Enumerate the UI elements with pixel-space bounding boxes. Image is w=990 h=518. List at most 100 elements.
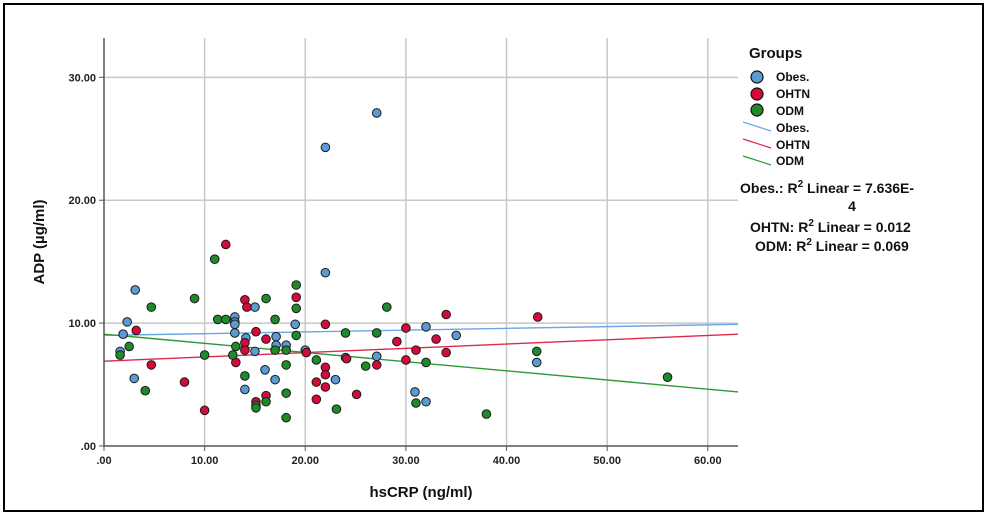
r2-obes-suffix: Linear = 7.636E- bbox=[803, 180, 914, 196]
r2-odm: ODM: R2 Linear = 0.069 bbox=[755, 237, 909, 254]
point-ohtn bbox=[431, 334, 441, 344]
point-obes bbox=[371, 351, 382, 362]
legend-line-obes bbox=[742, 121, 772, 132]
point-ohtn bbox=[441, 309, 451, 320]
point-odm bbox=[251, 403, 261, 413]
point-ohtn bbox=[351, 389, 362, 400]
y-axis-label: ADP (µg/ml) bbox=[31, 199, 48, 284]
point-odm bbox=[421, 357, 431, 368]
point-ohtn bbox=[532, 312, 543, 322]
point-odm bbox=[228, 350, 238, 360]
point-obes bbox=[270, 374, 280, 385]
point-odm bbox=[291, 303, 302, 314]
point-odm bbox=[340, 328, 351, 338]
fit-line-odm bbox=[103, 333, 739, 393]
point-obes bbox=[290, 319, 301, 330]
point-ohtn bbox=[371, 360, 382, 370]
point-obes bbox=[260, 365, 270, 375]
point-odm bbox=[662, 372, 673, 382]
x-tick-label: .00 bbox=[96, 455, 111, 467]
point-odm bbox=[481, 409, 492, 419]
point-obes bbox=[330, 374, 341, 385]
r2-ohtn-suffix: Linear = 0.012 bbox=[814, 219, 911, 235]
r2-ohtn: OHTN: R2 Linear = 0.012 bbox=[750, 218, 911, 235]
point-ohtn bbox=[242, 302, 252, 312]
point-obes bbox=[320, 142, 331, 153]
point-ohtn bbox=[392, 336, 402, 347]
legend-line-odm bbox=[742, 155, 772, 166]
point-ohtn bbox=[320, 382, 331, 392]
point-odm bbox=[281, 345, 291, 355]
point-obes bbox=[240, 384, 250, 395]
point-obes bbox=[230, 319, 240, 330]
y-tick-label: .00 bbox=[81, 441, 96, 453]
point-obes bbox=[130, 285, 140, 295]
point-ohtn bbox=[251, 326, 261, 337]
legend-line-label-odm: ODM bbox=[776, 154, 804, 168]
fit-lines bbox=[103, 323, 739, 393]
point-ohtn bbox=[131, 325, 142, 336]
legend-label-ohtn: OHTN bbox=[776, 87, 810, 101]
point-ohtn bbox=[311, 377, 322, 387]
r2-odm-prefix: ODM: R bbox=[755, 238, 806, 254]
legend-line-ohtn bbox=[742, 138, 772, 149]
point-odm bbox=[270, 345, 280, 355]
point-ohtn bbox=[441, 347, 451, 358]
point-obes bbox=[410, 387, 420, 397]
point-odm bbox=[281, 360, 291, 370]
point-odm bbox=[270, 314, 280, 325]
point-odm bbox=[291, 330, 302, 341]
r2-obes-prefix: Obes.: R bbox=[740, 180, 798, 196]
point-ohtn bbox=[146, 360, 157, 370]
point-odm bbox=[281, 388, 291, 398]
point-odm bbox=[381, 302, 392, 312]
r2-ohtn-prefix: OHTN: R bbox=[750, 219, 808, 235]
point-odm bbox=[189, 293, 200, 304]
point-ohtn bbox=[401, 323, 411, 333]
x-tick-label: 20.00 bbox=[292, 455, 320, 467]
point-odm bbox=[261, 293, 271, 304]
point-odm bbox=[199, 350, 210, 360]
point-odm bbox=[212, 314, 223, 325]
r2-annotations: Obes.: R2 Linear = 7.636E- 4 OHTN: R2 Li… bbox=[740, 179, 914, 254]
r2-obes-sup: 2 bbox=[798, 179, 804, 190]
legend-line-label-obes: Obes. bbox=[776, 121, 809, 135]
point-odm bbox=[371, 328, 382, 338]
point-obes bbox=[451, 330, 462, 341]
point-odm bbox=[531, 346, 542, 357]
fit-line-obes bbox=[103, 323, 739, 337]
point-ohtn bbox=[220, 239, 231, 250]
legend-marker-obes bbox=[750, 70, 764, 84]
point-odm bbox=[231, 341, 241, 352]
axes: .00 10.00 20.00 30.00 40.00 50.00 60.00 .00 10.0… bbox=[68, 38, 738, 467]
grid bbox=[104, 38, 738, 446]
y-tick-label: 30.00 bbox=[68, 72, 96, 84]
data-points bbox=[115, 108, 673, 423]
point-ohtn bbox=[401, 355, 411, 365]
fit-line-ohtn bbox=[103, 333, 739, 362]
point-obes bbox=[320, 267, 331, 278]
r2-obes-cont: 4 bbox=[848, 198, 856, 214]
point-odm bbox=[261, 396, 271, 407]
point-odm bbox=[115, 350, 125, 360]
point-ohtn bbox=[261, 334, 271, 344]
point-odm bbox=[124, 341, 134, 352]
point-ohtn bbox=[311, 394, 322, 405]
point-obes bbox=[129, 373, 139, 384]
point-obes bbox=[250, 302, 260, 312]
point-odm bbox=[209, 254, 220, 265]
point-obes bbox=[250, 346, 260, 357]
legend-label-odm: ODM bbox=[776, 104, 804, 118]
r2-odm-sup: 2 bbox=[806, 237, 812, 248]
point-ohtn bbox=[291, 292, 302, 303]
legend-label-obes: Obes. bbox=[776, 70, 809, 84]
legend-marker-odm bbox=[750, 103, 764, 117]
chart-frame bbox=[3, 3, 984, 512]
x-tick-label: 40.00 bbox=[493, 455, 521, 467]
point-obes bbox=[271, 331, 281, 342]
point-odm bbox=[331, 404, 342, 414]
x-tick-label: 60.00 bbox=[694, 455, 722, 467]
legend-marker-ohtn bbox=[750, 87, 764, 101]
point-ohtn bbox=[341, 353, 352, 364]
r2-odm-suffix: Linear = 0.069 bbox=[812, 238, 909, 254]
